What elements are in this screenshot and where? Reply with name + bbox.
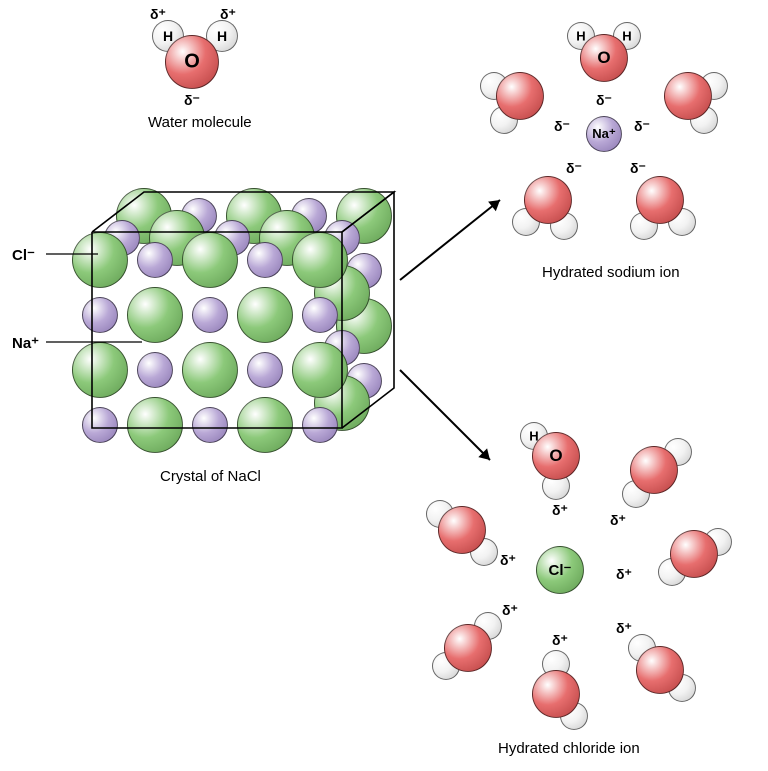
delta-plus: δ⁺ [552,632,568,649]
oxygen-atom: O [165,35,219,89]
oxygen-atom [636,176,684,224]
sodium-sphere [302,407,338,443]
hydrogen-atom-label: H [207,28,237,44]
delta-minus: δ⁻ [554,118,570,135]
cl-pointer-label: Cl⁻ [12,246,35,264]
oxygen-atom [664,72,712,120]
chloride-sphere [72,232,128,288]
sodium-sphere [247,242,283,278]
chloride-sphere [127,397,183,453]
oxygen-atom: O [580,34,628,82]
delta-plus: δ⁺ [150,6,166,23]
oxygen-atom-label: O [533,446,579,466]
chloride-sphere [292,342,348,398]
oxygen-atom [532,670,580,718]
sodium-sphere [137,242,173,278]
delta-plus: δ⁺ [610,512,626,529]
water-molecule-caption: Water molecule [148,114,252,131]
delta-plus: δ⁺ [616,620,632,637]
sodium-ion-center-label: Na⁺ [587,126,621,142]
sodium-sphere [247,352,283,388]
chloride-sphere [237,287,293,343]
crystal-caption: Crystal of NaCl [160,468,261,485]
delta-minus: δ⁻ [634,118,650,135]
delta-plus: δ⁺ [220,6,236,23]
delta-minus: δ⁻ [566,160,582,177]
sodium-ion-center: Na⁺ [586,116,622,152]
oxygen-atom [438,506,486,554]
chloride-sphere [127,287,183,343]
chloride-ion-center: Cl⁻ [536,546,584,594]
sodium-sphere [82,407,118,443]
chloride-sphere [182,342,238,398]
na-pointer-label: Na⁺ [12,334,39,352]
oxygen-atom [496,72,544,120]
delta-plus: δ⁺ [500,552,516,569]
sodium-sphere [82,297,118,333]
oxygen-atom [630,446,678,494]
chloride-sphere [237,397,293,453]
oxygen-atom [524,176,572,224]
chloride-ion-center-label: Cl⁻ [537,561,583,579]
chloride-sphere [292,232,348,288]
delta-minus: δ⁻ [596,92,612,109]
oxygen-atom-label: O [166,51,218,74]
delta-minus: δ⁻ [630,160,646,177]
delta-plus: δ⁺ [502,602,518,619]
oxygen-atom [444,624,492,672]
chloride-sphere [182,232,238,288]
chloride-sphere [72,342,128,398]
sodium-sphere [137,352,173,388]
sodium-sphere [302,297,338,333]
delta-minus: δ⁻ [184,92,200,109]
sodium-sphere [192,407,228,443]
delta-plus: δ⁺ [616,566,632,583]
oxygen-atom: O [532,432,580,480]
oxygen-atom-label: O [581,48,627,68]
delta-plus: δ⁺ [552,502,568,519]
oxygen-atom [636,646,684,694]
sodium-sphere [192,297,228,333]
oxygen-atom [670,530,718,578]
hydrated-cl-caption: Hydrated chloride ion [498,740,640,757]
hydrated-na-caption: Hydrated sodium ion [542,264,680,281]
diagram-stage: HHOδ⁺δ⁺δ⁻Water moleculeCrystal of NaClCl… [0,0,768,771]
